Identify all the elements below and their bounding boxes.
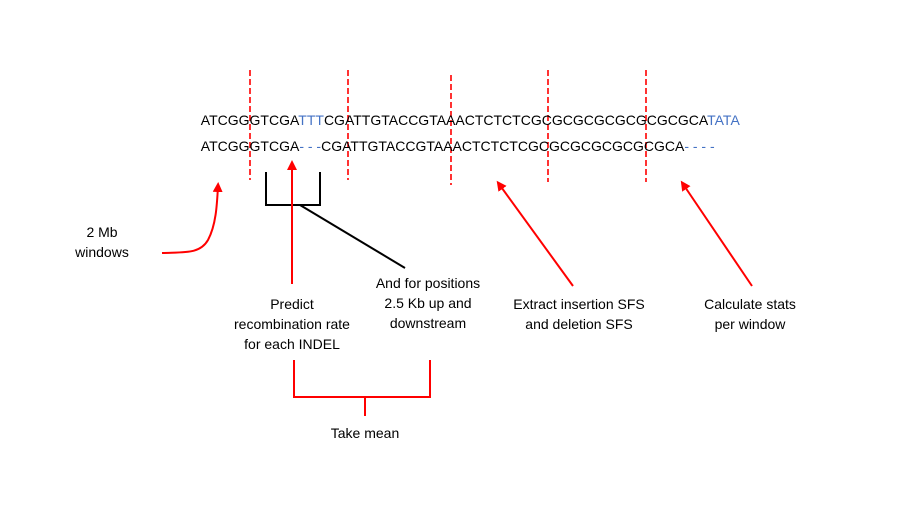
insertion-bases: TTT xyxy=(298,112,324,128)
label-line: Extract insertion SFS xyxy=(513,296,645,312)
seq-part: ATCGGGTCGA xyxy=(200,112,299,128)
mean-bracket xyxy=(293,360,431,416)
deletion-gap: - - - xyxy=(299,138,322,154)
label-line: and deletion SFS xyxy=(525,316,633,332)
label-line: 2 Mb xyxy=(86,224,118,240)
label-predict: Predict recombination rate for each INDE… xyxy=(222,294,362,354)
windows-arrow xyxy=(161,182,223,254)
sequence-insertion: ATCGGGTCGATTTCGATTGTACCGTAAACTCTCTCGCGCG… xyxy=(186,96,740,144)
label-extract: Extract insertion SFS and deletion SFS xyxy=(499,294,659,334)
window-boundaries xyxy=(249,70,647,185)
label-flanking: And for positions 2.5 Kb up and downstre… xyxy=(360,273,496,333)
label-calculate: Calculate stats per window xyxy=(690,294,810,334)
label-line: And for positions xyxy=(375,275,481,291)
sequence-deletion: ATCGGGTCGA- - -CGATTGTACCGTAAACTCTCTCGCG… xyxy=(186,122,715,170)
label-line: recombination rate xyxy=(234,316,350,332)
extract-arrow xyxy=(496,180,574,287)
label-line: Predict xyxy=(270,296,314,312)
label-line: downstream xyxy=(389,315,467,331)
label-windows: 2 Mb windows xyxy=(62,222,142,262)
seq-part: CGATTGTACCGTAAACTCTCTCGCGCGCGCGCGCGCA xyxy=(321,138,685,154)
label-mean: Take mean xyxy=(330,425,400,441)
seq-part: ATCGGGTCGA xyxy=(200,138,300,154)
label-line: windows xyxy=(75,244,129,260)
label-line: Calculate stats xyxy=(704,296,796,312)
label-line: per window xyxy=(714,316,786,332)
label-line: for each INDEL xyxy=(244,336,340,352)
indel-bracket xyxy=(265,172,406,269)
calculate-arrow xyxy=(680,180,753,287)
red-arrows xyxy=(161,160,753,287)
deletion-gap: - - - - xyxy=(684,138,715,154)
label-line: 2.5 Kb up and xyxy=(384,295,472,311)
seq-part: CGATTGTACCGTAAACTCTCTCGCGCGCGCGCGCGCGCA xyxy=(323,112,708,128)
insertion-bases: TATA xyxy=(707,112,740,128)
